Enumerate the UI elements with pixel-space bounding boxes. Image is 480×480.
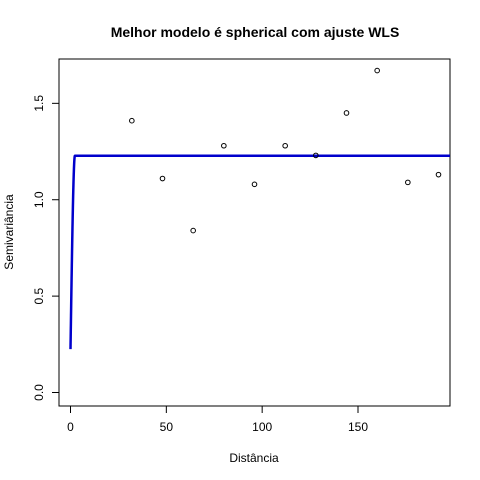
data-points-layer — [129, 67, 442, 234]
y-tick-label: 0.5 — [32, 287, 46, 304]
data-point — [313, 152, 319, 159]
plot-frame — [58, 58, 451, 407]
y-tick-label: 0.0 — [32, 384, 46, 401]
data-point — [374, 67, 380, 74]
y-axis: 0.0 0.5 1.0 1.5 — [32, 95, 60, 401]
x-axis-label: Distância — [229, 451, 279, 465]
model-curve-layer — [69, 154, 450, 350]
x-tick-label: 0 — [67, 420, 74, 434]
data-point — [343, 110, 350, 116]
data-point — [221, 142, 227, 149]
data-point — [129, 117, 135, 124]
data-point — [282, 142, 288, 149]
spherical-model-line — [69, 154, 450, 350]
data-point — [159, 175, 166, 182]
y-tick-label: 1.5 — [32, 95, 46, 112]
x-tick-label: 150 — [348, 420, 368, 434]
data-point — [435, 171, 442, 178]
data-point — [405, 179, 411, 186]
x-axis: 0 50 100 150 — [67, 405, 368, 434]
data-point — [251, 181, 258, 188]
y-tick-label: 1.0 — [32, 191, 46, 208]
y-axis-label: Semivariância — [2, 194, 16, 270]
x-tick-label: 100 — [252, 420, 272, 434]
chart-title: Melhor modelo é spherical com ajuste WLS — [111, 24, 400, 40]
data-point — [190, 227, 196, 234]
x-tick-label: 50 — [160, 420, 174, 434]
